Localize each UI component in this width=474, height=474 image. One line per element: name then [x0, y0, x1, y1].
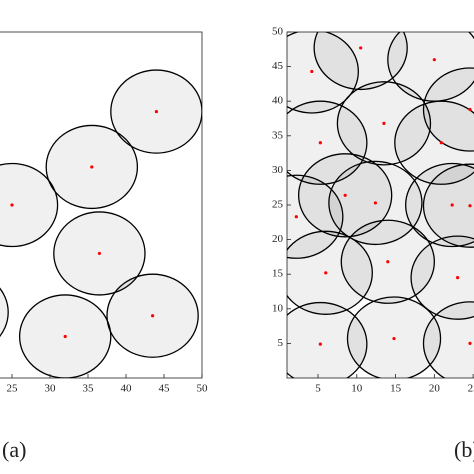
panel: 25 30 35 40 45 50 (a)	[0, 31, 209, 462]
sensor-point	[97, 251, 101, 256]
x-tick-label: 30	[45, 383, 57, 395]
coverage-circle	[0, 287, 9, 338]
x-tick-label: 10	[351, 383, 363, 395]
y-tick-label: 30	[272, 164, 284, 176]
y-tick-label: 5	[278, 337, 284, 349]
sensor-point	[318, 342, 322, 346]
sensor-point	[10, 203, 14, 207]
x-tick-label: 45	[159, 383, 171, 395]
x-tick-label: 50	[197, 383, 209, 395]
y-tick-label: 45	[272, 60, 284, 72]
panel: 5 10 15 20 25 5 10 15 20 25 30 35 40 45 50 (b)	[272, 26, 474, 462]
coverage-circle	[0, 162, 59, 248]
sensor-point	[456, 276, 460, 280]
x-tick-label: 5	[315, 383, 321, 395]
sensor-point	[294, 215, 298, 219]
panel-label: (a)	[2, 437, 26, 462]
x-tick-label: 20	[429, 383, 441, 395]
sensor-point	[392, 336, 396, 341]
coverage-circle	[287, 32, 359, 114]
sensor-point	[359, 46, 363, 50]
coverage-circle	[313, 32, 408, 91]
sensor-point	[154, 109, 158, 114]
coverage-circle	[422, 67, 474, 152]
coverage-circle	[422, 163, 474, 248]
coverage-circle	[422, 301, 474, 378]
y-tick-label: 10	[272, 302, 284, 314]
sensor-point	[432, 58, 436, 62]
coverage-circle	[287, 301, 368, 378]
plot-area	[0, 31, 203, 379]
plot-content	[0, 69, 202, 378]
sensor-point	[90, 165, 94, 169]
coverage-circle	[287, 100, 368, 185]
sensor-point	[468, 341, 472, 345]
sensor-point	[318, 141, 322, 145]
sensor-point	[373, 201, 378, 205]
x-tick-label: 35	[83, 383, 95, 395]
sensor-point	[450, 203, 454, 207]
sensor-point	[151, 314, 155, 318]
coverage-circle	[410, 235, 474, 320]
sensor-point	[386, 260, 390, 264]
sensor-point	[468, 107, 472, 112]
sensor-point	[63, 334, 67, 339]
sensor-point	[324, 271, 328, 275]
coverage-circle	[405, 162, 474, 248]
y-tick-label: 25	[272, 199, 284, 211]
sensor-point	[310, 69, 314, 74]
x-tick-label: 40	[121, 383, 133, 395]
y-tick-label: 35	[272, 129, 284, 141]
sensor-point	[343, 193, 347, 197]
x-tick-label: 25	[7, 383, 19, 395]
y-tick-label: 50	[272, 26, 284, 38]
plot-area	[286, 31, 474, 379]
sensor-point	[382, 121, 386, 125]
y-tick-label: 15	[272, 268, 284, 280]
y-tick-label: 40	[272, 95, 284, 107]
sensor-point	[439, 141, 443, 145]
panel-label: (b)	[454, 437, 474, 462]
x-tick-label: 15	[390, 383, 402, 395]
y-tick-label: 20	[272, 233, 284, 245]
coverage-circle	[287, 230, 373, 315]
plot-content	[287, 32, 474, 378]
sensor-point	[468, 204, 472, 208]
x-tick-label: 25	[468, 383, 474, 395]
